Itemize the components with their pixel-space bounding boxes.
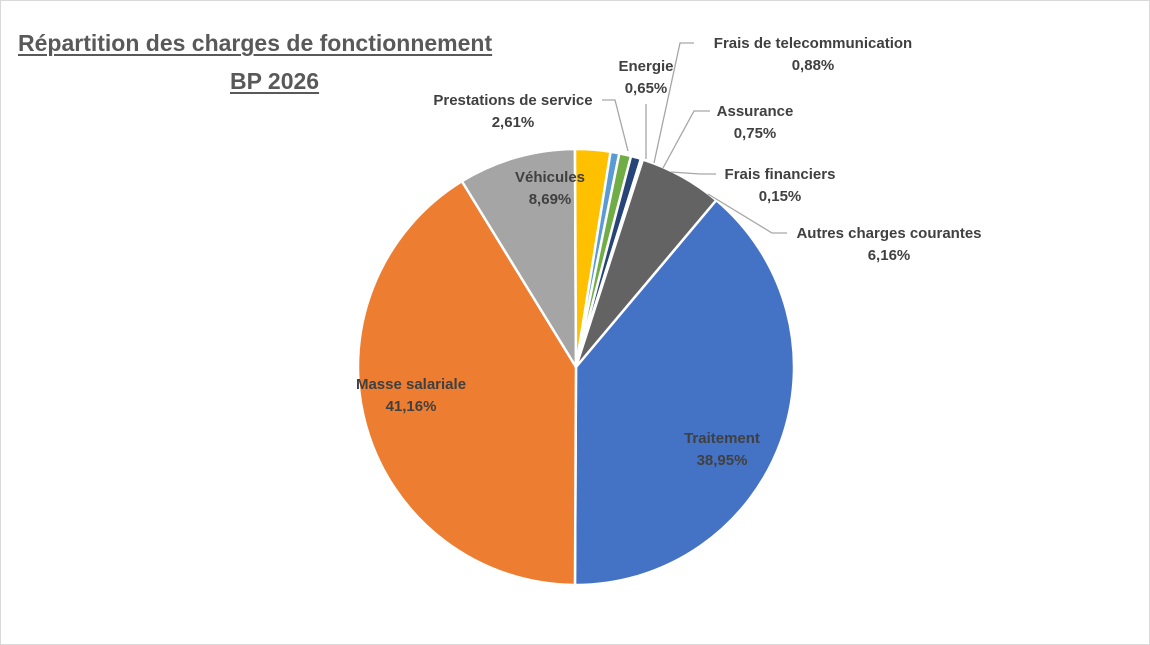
leader-line-autres-charges-courantes (707, 193, 787, 234)
pie-slice-autres-charges-courantes (574, 158, 718, 369)
pie-slice-vehicules (460, 147, 578, 369)
data-label-frais-financiers: Frais financiers 0,15% (725, 166, 836, 205)
data-label-prestations-de-service: Prestations de service 2,61% (433, 92, 592, 131)
leader-line-frais-de-telecommunication (653, 42, 694, 164)
data-label-frais-de-telecommunication: Frais de telecommunication 0,88% (714, 35, 912, 74)
pie-slice-traitement (573, 198, 796, 587)
data-label-masse-salariale: Masse salariale 41,16% (356, 376, 466, 415)
chart-title: Répartition des charges de fonctionnemen… (18, 30, 493, 56)
pie-slice-masse-salariale (356, 179, 578, 587)
data-label-traitement: Traitement 38,95% (684, 430, 760, 469)
leader-line-prestations-de-service (602, 99, 629, 152)
leader-line-frais-financiers (670, 171, 716, 175)
chart-subtitle: BP 2026 (230, 68, 320, 94)
data-label-assurance: Assurance 0,75% (717, 103, 794, 142)
data-label-autres-charges-courantes: Autres charges courantes 6,16% (796, 225, 981, 264)
data-label-vehicules: Véhicules 8,69% (515, 169, 585, 208)
leader-line-assurance (662, 110, 710, 169)
data-label-energie: Energie 0,65% (618, 58, 673, 97)
